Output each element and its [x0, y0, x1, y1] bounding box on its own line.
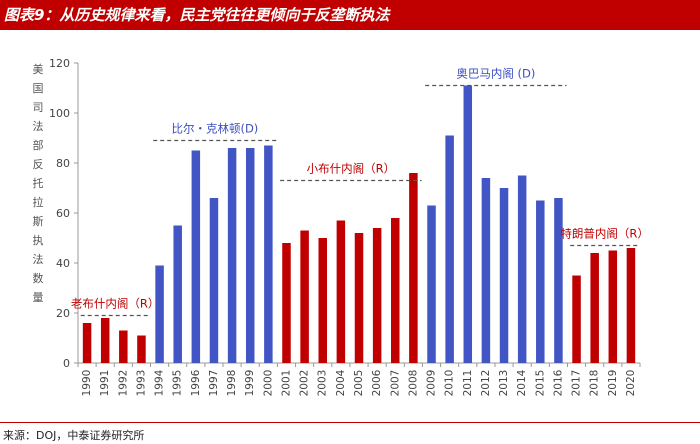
bar [336, 220, 346, 363]
y-tick-label: 80 [56, 157, 70, 170]
y-tick-label: 120 [49, 57, 70, 70]
source-note: 来源：DOJ，中泰证券研究所 [3, 429, 145, 442]
x-tick-label: 2017 [571, 370, 583, 397]
chart-axes: 0 20 40 60 80 100 120 1990 1991 1992 1993 1994 1995 1… [49, 57, 641, 397]
bar [191, 150, 201, 363]
bar [481, 178, 491, 363]
x-tick-label: 2002 [299, 370, 311, 397]
x-tick-label: 2012 [480, 370, 492, 397]
x-tick-label: 1991 [99, 370, 111, 397]
annotation-label: 特朗普内阁（R） [560, 227, 649, 241]
bar [517, 175, 527, 363]
bar [391, 218, 400, 363]
x-tick-label: 2005 [353, 370, 365, 397]
bar [427, 205, 436, 363]
bar [209, 198, 219, 363]
x-tick-label: 1993 [135, 370, 147, 397]
divider [0, 422, 700, 423]
bar [264, 145, 273, 363]
y-tick-label: 0 [63, 357, 70, 370]
bar [82, 323, 92, 363]
x-tick-label: 1997 [208, 370, 220, 397]
x-tick-label: 1999 [244, 370, 256, 397]
y-tick-label: 60 [56, 207, 70, 220]
y-tick-label: 100 [49, 107, 70, 120]
y-tick-label: 20 [56, 307, 70, 320]
x-tick-label: 1990 [81, 370, 93, 397]
bar [626, 248, 636, 363]
figure-title: 图表9：从历史规律来看，民主党往往更倾向于反垄断执法 [0, 0, 700, 30]
annotation-label: 老布什内阁（R） [71, 297, 160, 311]
bar [463, 85, 473, 363]
bar [608, 250, 618, 363]
bar [227, 148, 237, 363]
bar [245, 148, 255, 363]
x-tick-label: 2018 [589, 370, 601, 397]
bar [282, 243, 291, 363]
y-axis-label: 美国司法部反托拉斯执法数量 [32, 63, 44, 304]
x-tick-label: 2013 [498, 370, 510, 397]
bar [137, 335, 146, 363]
x-tick-label: 2003 [317, 370, 329, 397]
x-tick-label: 1996 [190, 369, 202, 396]
x-tick-label: 2008 [407, 370, 419, 397]
bar [499, 188, 509, 363]
x-tick-label: 2009 [426, 370, 438, 397]
x-tick-label: 2016 [552, 369, 564, 396]
x-tick-label: 2004 [335, 369, 347, 396]
bar [445, 135, 454, 363]
bar [119, 330, 128, 363]
annotation-label: 比尔・克林顿(D) [171, 122, 258, 136]
bar [590, 253, 599, 363]
x-tick-label: 2001 [280, 370, 292, 397]
x-tick-label: 1992 [117, 370, 129, 397]
x-tick-label: 2015 [534, 370, 546, 397]
bar [173, 225, 182, 363]
bar [572, 275, 581, 363]
bar [300, 230, 309, 363]
annotation-label: 奥巴马内阁 (D) [456, 67, 535, 81]
x-tick-label: 1994 [154, 369, 166, 396]
annotation-label: 小布什内阁（R） [307, 162, 396, 176]
x-tick-label: 2000 [262, 370, 274, 397]
bar [536, 200, 545, 363]
x-tick-label: 2020 [625, 370, 637, 397]
chart-bars [82, 85, 636, 363]
x-tick-label: 2011 [462, 370, 474, 397]
x-tick-label: 2006 [371, 369, 383, 396]
x-tick-label: 2014 [516, 369, 528, 396]
y-tick-label: 40 [56, 257, 70, 270]
bar [409, 173, 418, 363]
bar [318, 238, 327, 363]
bar [372, 228, 382, 363]
bar [554, 198, 563, 363]
x-tick-label: 2010 [444, 370, 456, 397]
chart-annotations: 老布什内阁（R） 比尔・克林顿(D) 小布什内阁（R） 奥巴马内阁 (D) 特朗普内阁（… [71, 67, 649, 317]
x-tick-label: 2007 [389, 370, 401, 397]
bar [155, 265, 164, 363]
x-tick-label: 1995 [172, 370, 184, 397]
bar [100, 318, 110, 363]
bar [354, 233, 364, 363]
x-tick-label: 1998 [226, 370, 238, 397]
x-tick-label: 2019 [607, 370, 619, 397]
